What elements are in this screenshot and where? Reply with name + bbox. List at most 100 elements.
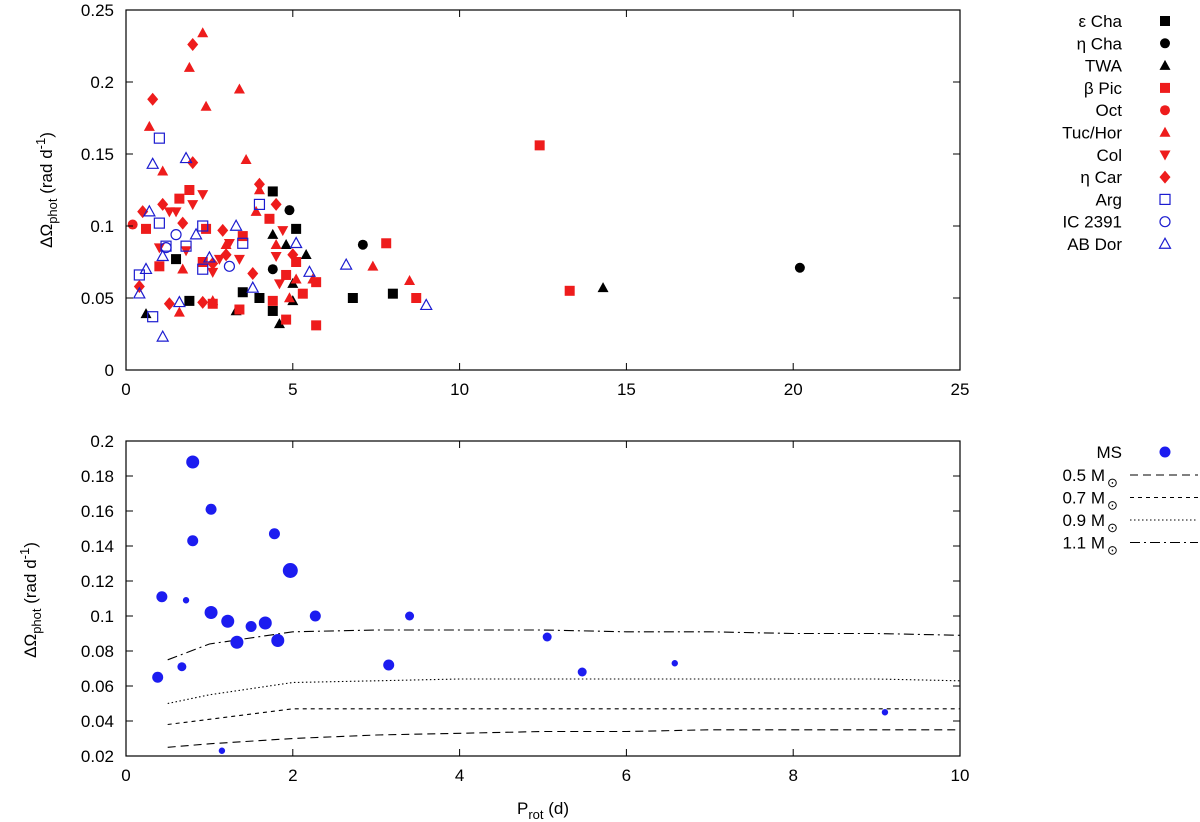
ms-point: [218, 747, 226, 754]
marker-tuc-hor: [197, 27, 209, 38]
legend-marker-col: [1159, 150, 1171, 161]
legend-solar-symbol: ⊙: [1107, 520, 1118, 535]
marker-pic: [201, 223, 212, 234]
marker-pic: [141, 223, 152, 234]
ms-point: [205, 503, 217, 515]
marker-car: [187, 38, 199, 52]
marker-pic: [281, 314, 292, 325]
top-panel-markers: [127, 27, 805, 342]
top-x-tick-label: 15: [617, 380, 636, 399]
marker-car: [163, 297, 175, 311]
marker-pic: [281, 269, 292, 280]
marker-col: [277, 226, 289, 237]
bottom-panel: 0 2 4 6 8 10 0.02 0.04 0.06 0.08 0.1 0.12 0.14 0.16 0.…: [17, 432, 1198, 822]
legend-label-0-9-m: 0.9 M: [1062, 511, 1105, 530]
legend-marker-twa: [1159, 59, 1171, 70]
marker-ab-dor: [179, 151, 193, 164]
ms-point: [671, 660, 678, 667]
marker-arg: [237, 237, 249, 249]
top-y-axis-label: ΔΩphot (rad d-1): [33, 132, 60, 248]
top-y-tick-label: 0.15: [81, 145, 114, 164]
marker-arg: [133, 269, 145, 281]
marker-twa: [280, 238, 292, 249]
legend-label-ab-dor: AB Dor: [1067, 235, 1122, 254]
legend-marker-oct: [1160, 105, 1170, 116]
legend-label-0-5-m: 0.5 M: [1062, 466, 1105, 485]
marker-cha: [284, 205, 295, 216]
bottom-panel-markers: [152, 455, 889, 754]
legend-marker-ic-2391: [1159, 216, 1171, 228]
top-x-tick-label: 10: [450, 380, 469, 399]
marker-arg: [197, 220, 209, 232]
legend-marker-arg: [1159, 193, 1171, 205]
legend-label-1-1-m: 1.1 M: [1062, 534, 1105, 553]
marker-pic: [174, 193, 185, 204]
ms-point: [268, 528, 280, 540]
marker-arg: [153, 132, 165, 144]
marker-col: [170, 207, 182, 218]
marker-car: [207, 256, 219, 270]
marker-tuc-hor: [290, 273, 302, 284]
legend-marker-pic: [1160, 82, 1170, 93]
top-y-tick-label: 0: [105, 361, 114, 380]
bottom-plot-frame: [125, 440, 961, 757]
top-plot-frame: [125, 9, 961, 371]
ms-point: [383, 659, 395, 671]
legend-marker-tuc-hor: [1159, 126, 1171, 137]
legend-solar-symbol: ⊙: [1107, 543, 1118, 558]
marker-ic-2391: [223, 260, 236, 272]
legend-label-ic-2391: IC 2391: [1062, 213, 1122, 232]
marker-tuc-hor: [307, 273, 319, 284]
marker-ab-dor: [132, 286, 146, 299]
ms-point: [881, 709, 889, 716]
marker-cha: [347, 293, 358, 303]
curve-0-9-m: [167, 678, 961, 705]
marker-pic: [267, 295, 278, 306]
ms-point: [577, 667, 587, 677]
marker-car: [197, 295, 209, 309]
marker-arg: [180, 240, 192, 252]
ms-point: [271, 634, 285, 647]
marker-arg: [197, 263, 209, 275]
marker-twa: [273, 318, 285, 329]
ms-point: [182, 597, 190, 604]
marker-cha: [267, 186, 278, 197]
bottom-x-tick-label: 6: [622, 766, 631, 785]
marker-tuc-hor: [183, 61, 195, 72]
marker-car: [253, 177, 265, 191]
top-panel: 0 5 10 15 20 25 0 0.05 0.1 0.15 0.2 0.25 ΔΩphot (ra…: [33, 1, 1172, 399]
marker-arg: [147, 311, 159, 323]
curve-0-5-m: [167, 729, 960, 748]
ms-point: [282, 563, 298, 578]
marker-pic: [291, 257, 302, 267]
marker-tuc-hor: [283, 292, 295, 303]
marker-twa: [140, 308, 152, 319]
marker-cha: [387, 288, 398, 299]
top-x-tick-label: 0: [121, 380, 130, 399]
bottom-legend: MS0.5 M ⊙0.7 M ⊙0.9 M ⊙1.1 M ⊙: [1062, 443, 1198, 558]
ms-point: [177, 662, 187, 672]
marker-cha: [267, 305, 278, 316]
bottom-y-tick-label: 0.14: [81, 537, 114, 556]
marker-cha: [267, 264, 278, 275]
marker-ic-2391: [160, 242, 172, 254]
marker-pic: [564, 285, 575, 296]
ms-point: [186, 455, 200, 469]
bottom-y-tick-label: 0.12: [81, 572, 114, 591]
marker-arg: [253, 198, 266, 210]
top-y-tick-label: 0.05: [81, 289, 114, 308]
legend-label-0-7-m: 0.7 M: [1062, 489, 1105, 508]
ms-point: [245, 621, 257, 632]
bottom-x-tick-label: 2: [288, 766, 297, 785]
marker-col: [207, 267, 219, 278]
marker-col: [223, 239, 235, 250]
bottom-y-tick-label: 0.02: [81, 747, 114, 766]
legend-label-ms: MS: [1097, 443, 1123, 462]
marker-twa: [267, 228, 279, 239]
marker-cha: [794, 262, 805, 273]
legend-solar-symbol: ⊙: [1107, 498, 1118, 513]
bottom-y-tick-label: 0.04: [81, 712, 114, 731]
marker-car: [247, 267, 259, 281]
legend-label-cha: ε Cha: [1079, 12, 1123, 31]
bottom-x-tick-label: 10: [951, 766, 970, 785]
